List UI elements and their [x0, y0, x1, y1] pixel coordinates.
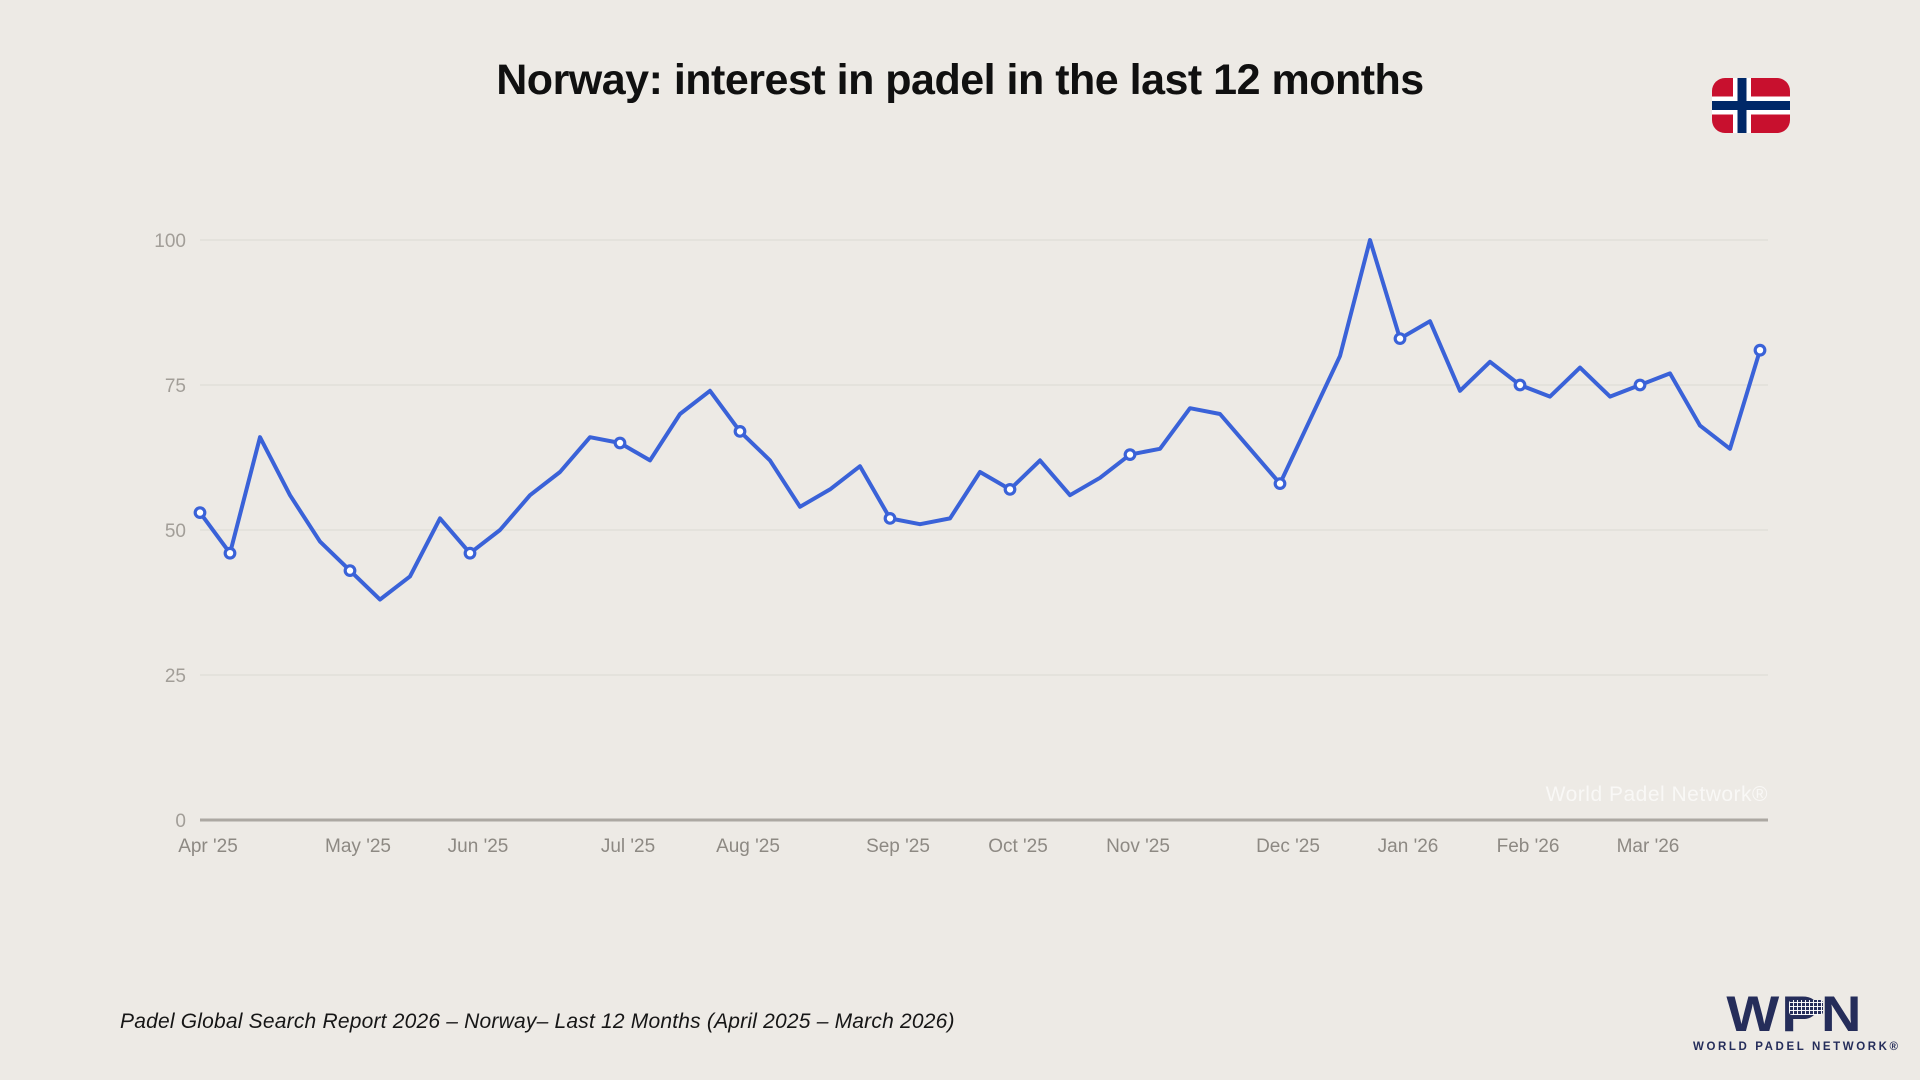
chart-watermark: World Padel Network®	[1545, 783, 1768, 806]
y-tick-label: 25	[165, 666, 186, 687]
data-point-marker	[1123, 448, 1137, 462]
x-tick-label: Nov '25	[1106, 836, 1170, 857]
racket-grid-icon	[1789, 1000, 1823, 1015]
trend-line-chart: 0 25 50 75 100 Apr '25 May '25 Jun '25 Jul '25 Au…	[154, 231, 1768, 857]
y-tick-label: 75	[165, 376, 186, 397]
wpn-logo: WPN WORLD PADEL NETWORK®	[1693, 989, 1901, 1053]
norway-flag-icon	[1712, 78, 1790, 133]
x-tick-label: Apr '25	[178, 836, 238, 857]
y-tick-label: 0	[175, 811, 186, 832]
data-point-marker	[1003, 483, 1017, 496]
data-point-marker	[223, 546, 237, 560]
data-point-marker	[1513, 378, 1527, 392]
y-tick-label: 100	[154, 231, 186, 252]
data-point-marker	[1393, 332, 1407, 346]
data-point-marker	[1273, 477, 1287, 491]
x-tick-label: Sep '25	[866, 836, 930, 857]
x-tick-label: May '25	[325, 836, 391, 857]
flag-cross-navy-h	[1712, 101, 1790, 110]
x-tick-label: Jan '26	[1378, 836, 1439, 857]
trend-line	[198, 238, 1762, 602]
data-point-marker	[883, 512, 897, 525]
x-tick-label: Dec '25	[1256, 836, 1320, 857]
x-tick-label: Jun '25	[448, 836, 509, 857]
x-tick-label: Mar '26	[1617, 836, 1680, 857]
y-tick-label: 50	[165, 521, 186, 542]
wpn-logo-subtext: WORLD PADEL NETWORK®	[1693, 1041, 1901, 1053]
data-point-marker	[1753, 343, 1767, 357]
x-tick-label: Aug '25	[716, 836, 780, 857]
data-point-marker	[733, 425, 747, 438]
x-tick-label: Oct '25	[988, 836, 1048, 857]
data-point-marker	[343, 564, 357, 577]
data-point-marker	[1633, 378, 1647, 392]
data-point-marker	[193, 506, 207, 519]
x-tick-label: Feb '26	[1497, 836, 1560, 857]
x-tick-label: Jul '25	[601, 836, 655, 857]
data-point-marker	[463, 546, 477, 560]
page-title: Norway: interest in padel in the last 12…	[496, 56, 1424, 104]
data-point-marker	[613, 436, 627, 450]
report-source-note: Padel Global Search Report 2026 – Norway…	[120, 1010, 955, 1033]
